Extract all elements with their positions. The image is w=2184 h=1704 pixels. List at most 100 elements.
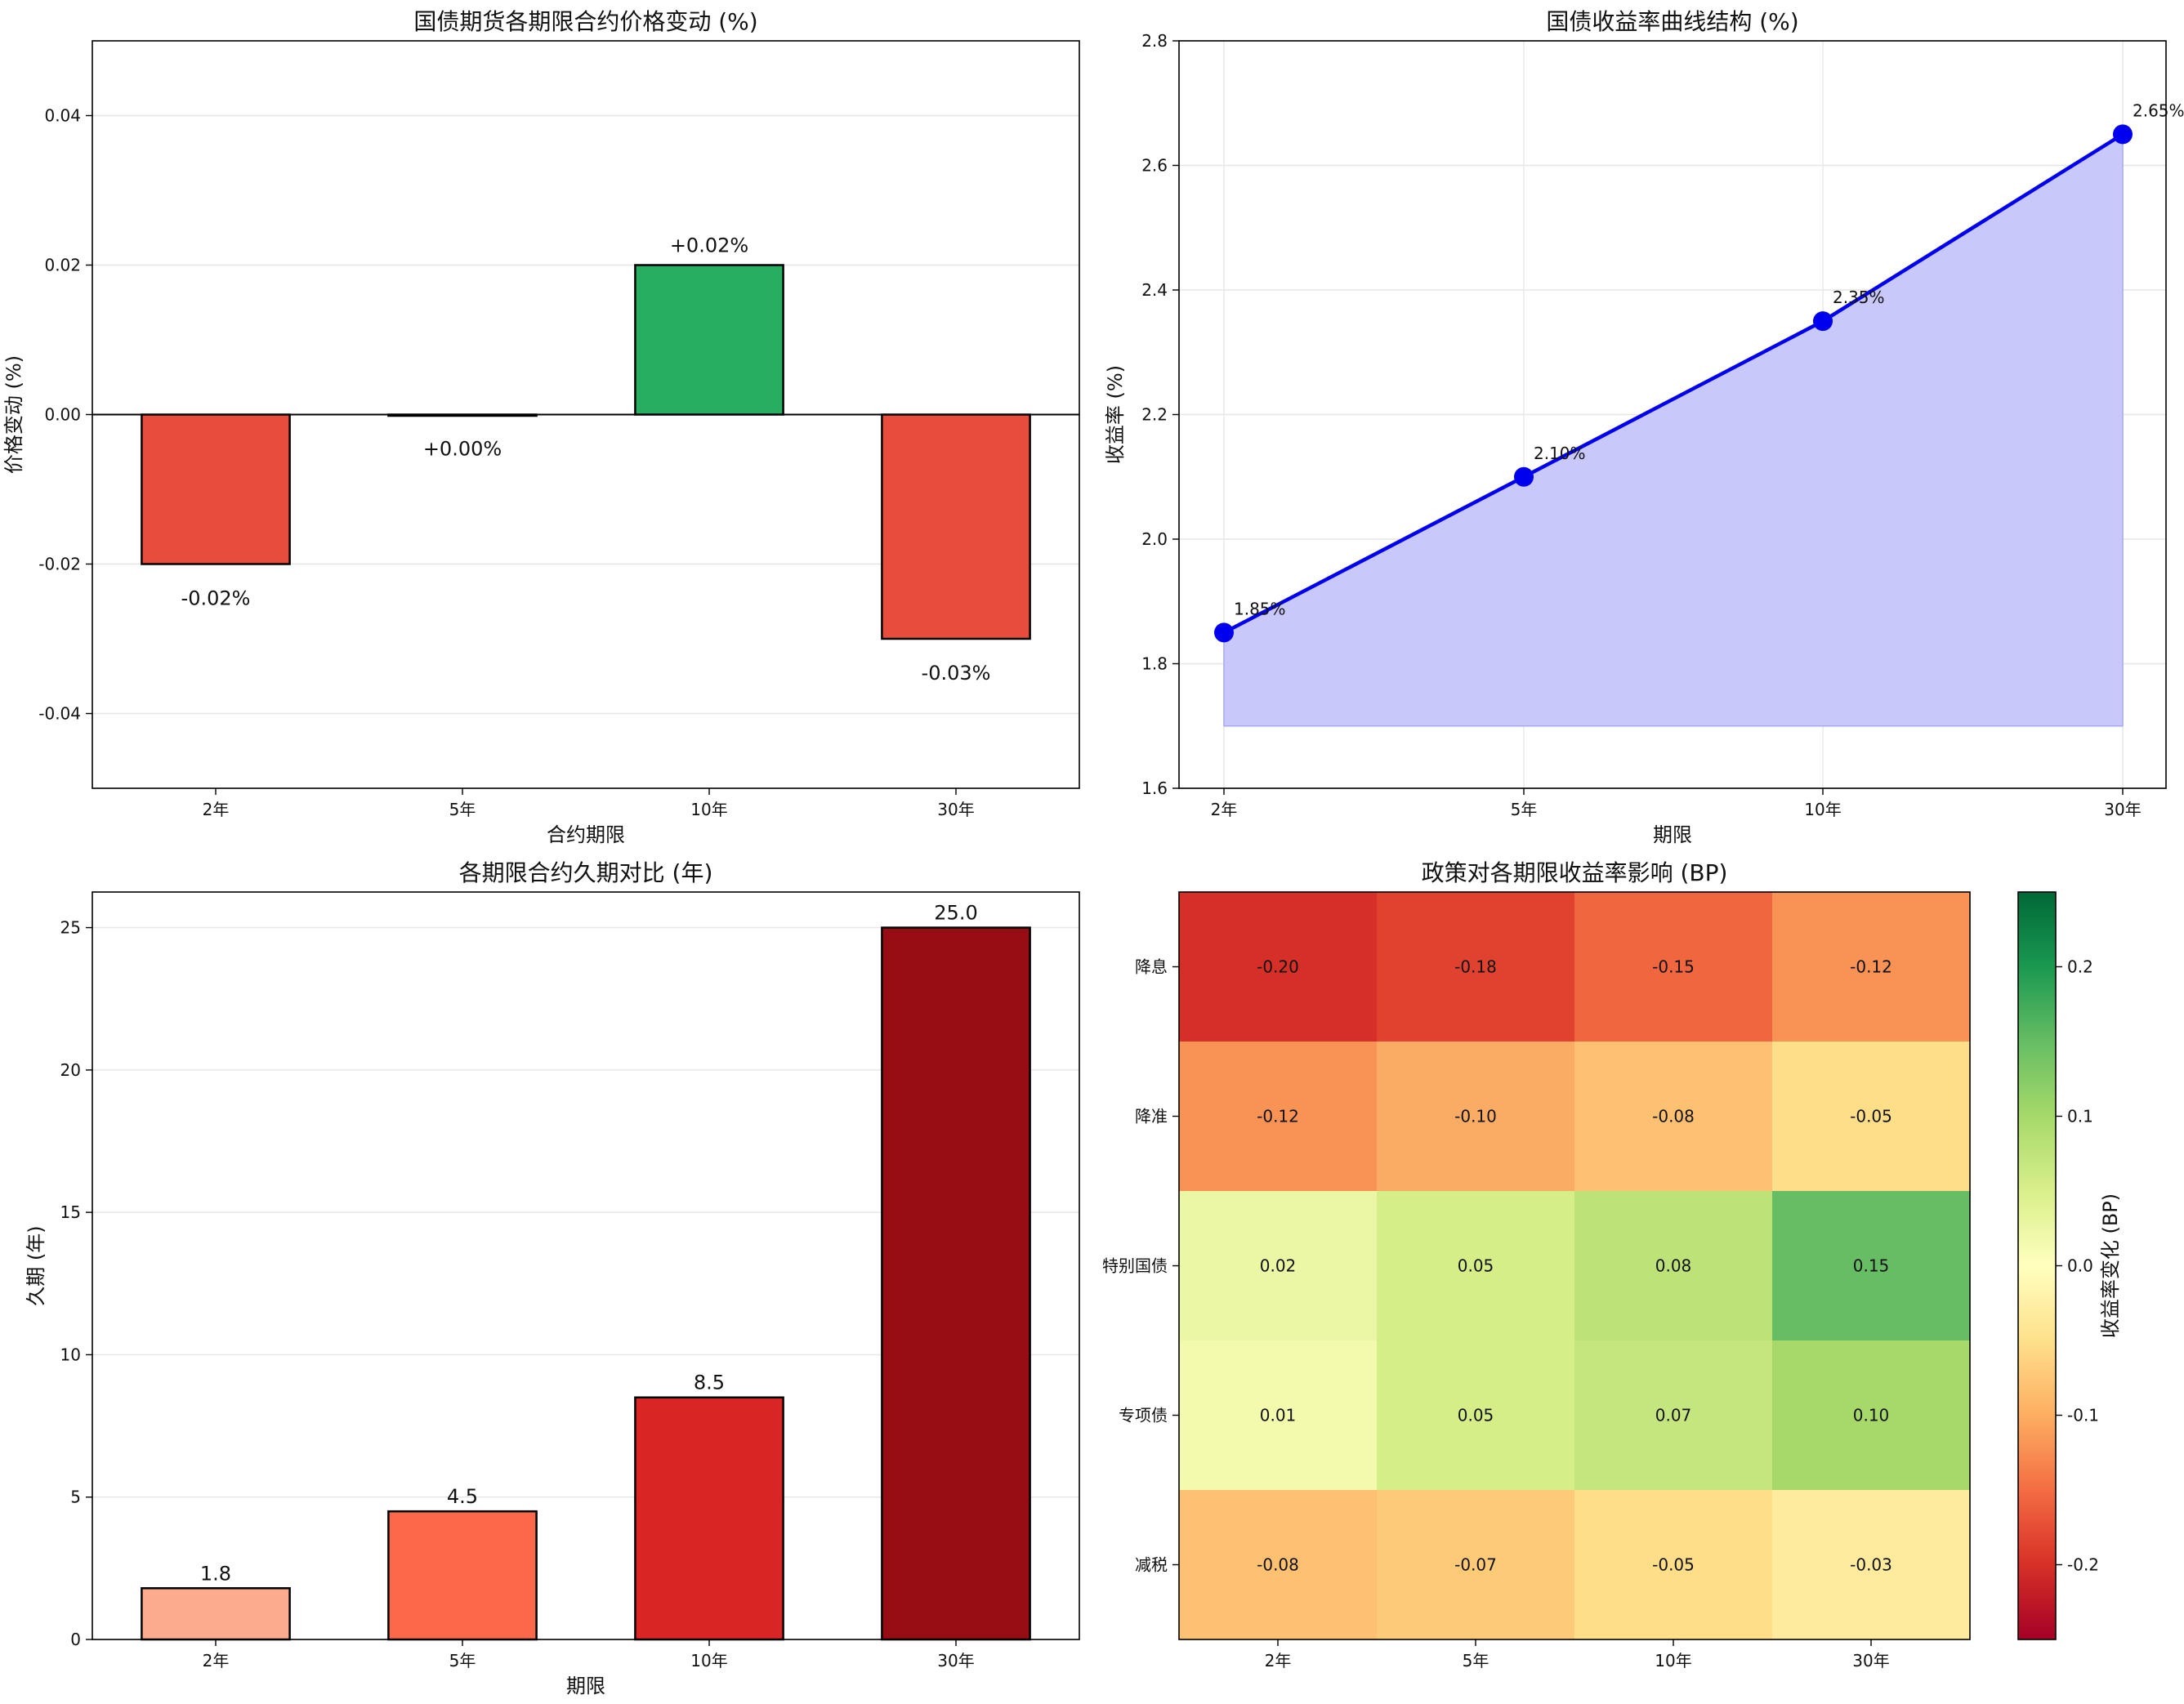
heatmap-cell xyxy=(1179,1191,1378,1341)
heatmap-cell xyxy=(1179,1042,1378,1192)
duration-xtick-label: 30年 xyxy=(937,1651,974,1671)
price-bar-value-label: -0.02% xyxy=(181,587,251,610)
yield-ytick-label: 2.4 xyxy=(1141,280,1168,300)
yield-xlabel: 期限 xyxy=(1653,823,1692,846)
yield-ylabel: 收益率 (%) xyxy=(1104,365,1127,464)
duration-xtick-label: 2年 xyxy=(203,1651,230,1671)
heatmap-cell xyxy=(1377,892,1575,1042)
yield-ytick-label: 1.6 xyxy=(1141,778,1168,798)
duration-ytick-label: 5 xyxy=(70,1488,81,1507)
duration-bar-value-label: 1.8 xyxy=(200,1562,231,1585)
duration-ylabel: 久期 (年) xyxy=(25,1225,47,1305)
heatmap-cell-label: -0.12 xyxy=(1850,957,1892,977)
heatmap-cell-label: 0.05 xyxy=(1458,1256,1494,1276)
heatmap-row-label: 减税 xyxy=(1135,1555,1168,1575)
axes-frame xyxy=(1178,40,2167,789)
duration-title: 各期限合约久期对比 (年) xyxy=(459,859,713,886)
colorbar xyxy=(2017,891,2057,1640)
price-xtick-label: 5年 xyxy=(449,800,476,819)
heatmap-cell xyxy=(1772,1042,1971,1192)
duration-ytick-label: 10 xyxy=(60,1345,81,1364)
yield-xtick-label: 10年 xyxy=(1804,800,1841,819)
heatmap-cell-label: -0.05 xyxy=(1850,1107,1892,1126)
price-xtick-label: 2年 xyxy=(203,800,230,819)
duration-bar xyxy=(141,1587,291,1641)
heatmap-cell-label: -0.15 xyxy=(1652,957,1695,977)
yield-ytick-label: 2.6 xyxy=(1141,156,1168,176)
heatmap-cell xyxy=(1574,1490,1773,1640)
heatmap-cell xyxy=(1377,1490,1575,1640)
yield-ytick-label: 2.0 xyxy=(1141,529,1168,549)
yield-xtick-label: 5年 xyxy=(1511,800,1538,819)
heatmap-row-label: 降息 xyxy=(1135,957,1168,977)
yield-xtick-label: 2年 xyxy=(1211,800,1238,819)
colorbar-tick-label: 0.1 xyxy=(2067,1107,2093,1126)
heatmap-cell xyxy=(1179,892,1378,1042)
heatmap-column-label: 2年 xyxy=(1265,1651,1292,1671)
colorbar-tick-label: -0.1 xyxy=(2067,1406,2099,1425)
axes-frame xyxy=(1178,891,1971,1640)
duration-ytick-label: 0 xyxy=(70,1630,81,1649)
yield-point xyxy=(1214,622,1234,643)
yield-curve-chart: 1.6 1.8 2.0 2.2 2.4 2.6 2.8 1.85% 2年 2.10% 5年 2.35%… xyxy=(1104,8,2184,846)
price-bar xyxy=(141,413,291,565)
heatmap-cell-label: -0.03 xyxy=(1850,1555,1892,1575)
heatmap-cell xyxy=(1377,1191,1575,1341)
yield-line xyxy=(1222,132,2124,635)
price-bar xyxy=(634,264,784,416)
price-title: 国债期货各期限合约价格变动 (%) xyxy=(413,8,757,35)
colorbar-tick-label: 0.2 xyxy=(2067,957,2093,977)
yield-ytick-label: 2.8 xyxy=(1141,31,1168,51)
heatmap-cell xyxy=(1574,892,1773,1042)
duration-ytick-label: 15 xyxy=(60,1202,81,1222)
price-ytick-label: 0.04 xyxy=(44,106,81,126)
heatmap-cell-label: -0.10 xyxy=(1454,1107,1497,1126)
yield-point-label: 2.65% xyxy=(2133,100,2184,120)
heatmap-cell-label: -0.08 xyxy=(1652,1107,1695,1126)
duration-ytick-label: 25 xyxy=(60,918,81,938)
yield-point-label: 2.10% xyxy=(1534,444,1586,463)
yield-area-fill xyxy=(1223,133,2124,727)
yield-point-label: 2.35% xyxy=(1833,288,1885,307)
heatmap-cell xyxy=(1574,1191,1773,1341)
duration-bar xyxy=(881,926,1031,1641)
heatmap-cell xyxy=(1574,1340,1773,1491)
yield-point xyxy=(1813,311,1833,332)
colorbar-tick-label: 0.0 xyxy=(2067,1256,2093,1276)
duration-bar-value-label: 4.5 xyxy=(447,1485,478,1508)
heatmap-cell xyxy=(1574,1042,1773,1192)
heatmap-cell-label: -0.07 xyxy=(1454,1555,1497,1575)
price-bar-value-label: +0.00% xyxy=(423,438,502,461)
yield-point xyxy=(2113,124,2133,145)
yield-ytick-label: 2.2 xyxy=(1141,405,1168,425)
yield-ytick-label: 1.8 xyxy=(1141,654,1168,674)
heatmap-row-label: 特别国债 xyxy=(1102,1256,1168,1276)
duration-ytick-label: 20 xyxy=(60,1060,81,1080)
heatmap-cell xyxy=(1772,1191,1971,1341)
yield-point-label: 1.85% xyxy=(1234,599,1286,618)
duration-bar xyxy=(634,1396,784,1641)
axes-frame xyxy=(92,891,1080,1640)
heatmap-cell-label: -0.20 xyxy=(1257,957,1299,977)
heatmap-row-label: 专项债 xyxy=(1119,1406,1168,1425)
heatmap-cell xyxy=(1772,1490,1971,1640)
duration-bar-value-label: 8.5 xyxy=(694,1372,725,1394)
heatmap-cell xyxy=(1772,1340,1971,1491)
heatmap-column-label: 30年 xyxy=(1852,1651,1889,1671)
heatmap-cell-label: -0.18 xyxy=(1454,957,1497,977)
price-xtick-label: 10年 xyxy=(690,800,727,819)
heatmap-cell-label: -0.08 xyxy=(1257,1555,1299,1575)
heatmap-cell-label: 0.05 xyxy=(1458,1406,1494,1425)
duration-bar xyxy=(387,1510,538,1641)
heatmap-cell xyxy=(1377,1340,1575,1491)
duration-xtick-label: 10年 xyxy=(690,1651,727,1671)
heatmap-column-label: 5年 xyxy=(1463,1651,1489,1671)
policy-heatmap-chart: -0.20 -0.18 -0.15 -0.12 降息 -0.12 -0.10 -0.08 -0.… xyxy=(1102,859,2122,1671)
price-ytick-label: 0.02 xyxy=(44,256,81,275)
price-change-chart: -0.04 -0.02 0.00 0.02 0.04 -0.02% 2年 +0.00% 5年 +0… xyxy=(2,8,1080,846)
heatmap-cell-label: 0.07 xyxy=(1655,1406,1692,1425)
heatmap-cell xyxy=(1179,1490,1378,1640)
heatmap-cell-label: 0.08 xyxy=(1655,1256,1692,1276)
heatmap-cell xyxy=(1772,892,1971,1042)
